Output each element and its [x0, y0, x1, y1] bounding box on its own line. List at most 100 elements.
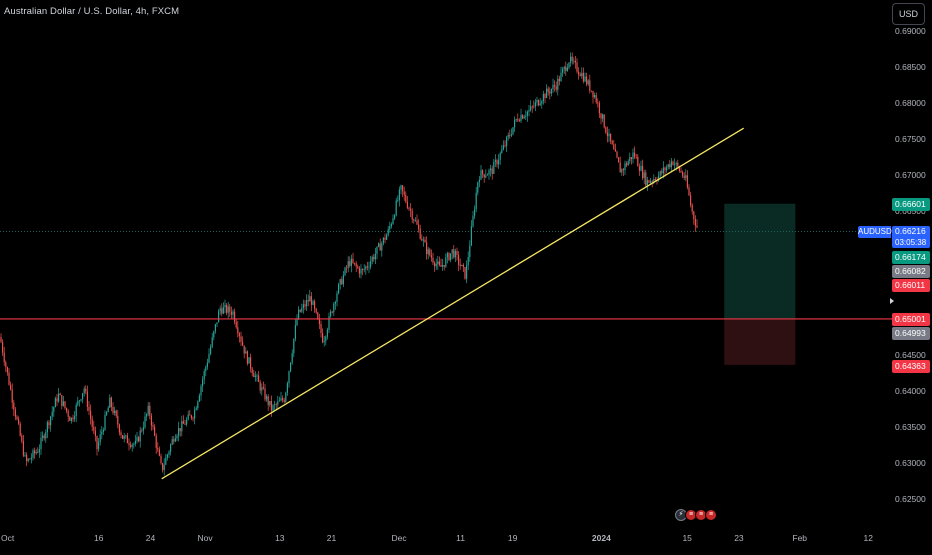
- candle: [179, 428, 181, 432]
- candle: [64, 401, 66, 408]
- flag-icon[interactable]: ≡: [705, 509, 717, 521]
- price-axis-tick: 0.64000: [895, 386, 926, 396]
- candle: [85, 388, 87, 392]
- candle: [99, 434, 101, 443]
- candle: [640, 165, 642, 171]
- candle: [491, 168, 493, 174]
- economic-events[interactable]: ⚡ ≡ ≡ ≡: [675, 509, 717, 523]
- candle: [149, 405, 151, 416]
- candle: [334, 301, 336, 304]
- candle: [128, 443, 130, 445]
- candle: [685, 175, 687, 178]
- candle: [461, 264, 463, 267]
- candle: [341, 279, 343, 285]
- candle: [35, 451, 37, 454]
- candle: [195, 408, 197, 410]
- candle: [445, 257, 447, 267]
- candle: [216, 322, 218, 325]
- candle: [597, 102, 599, 104]
- candle: [694, 219, 696, 226]
- candle: [229, 306, 231, 312]
- candle: [6, 366, 8, 373]
- candle: [645, 172, 647, 186]
- chart-title: Australian Dollar / U.S. Dollar, 4h, FXC…: [4, 6, 180, 17]
- candle: [46, 422, 48, 432]
- candle: [560, 72, 562, 82]
- candle: [659, 171, 661, 176]
- candle: [267, 396, 269, 405]
- candle: [78, 400, 80, 402]
- candle: [256, 375, 258, 377]
- price-tag-2: 0.66174: [892, 251, 930, 264]
- candle: [138, 437, 140, 442]
- candle: [574, 60, 576, 63]
- candle: [286, 383, 288, 393]
- candle: [432, 257, 434, 263]
- candle: [693, 211, 695, 220]
- candle: [573, 60, 575, 62]
- candle: [109, 397, 111, 408]
- candle: [475, 192, 477, 210]
- candle: [397, 200, 399, 201]
- candle: [208, 353, 210, 363]
- candle: [314, 301, 316, 309]
- candle: [230, 311, 232, 315]
- candle: [83, 388, 85, 394]
- scroll-right-arrow-icon[interactable]: [890, 298, 894, 304]
- candle: [283, 400, 285, 403]
- candle: [248, 357, 250, 364]
- candle: [520, 115, 522, 122]
- candle: [621, 169, 623, 173]
- candle: [507, 135, 509, 138]
- candle: [530, 106, 532, 111]
- candle: [339, 279, 341, 285]
- candle: [451, 249, 453, 254]
- candle: [251, 368, 253, 374]
- currency-button[interactable]: USD: [892, 3, 925, 25]
- candle: [600, 113, 602, 119]
- candle: [270, 400, 272, 411]
- trendline[interactable]: [161, 127, 745, 480]
- candle: [259, 381, 261, 391]
- candle: [549, 91, 551, 94]
- candle: [309, 296, 311, 302]
- loss-zone[interactable]: [724, 318, 796, 365]
- candle: [482, 170, 484, 175]
- candle: [682, 172, 684, 176]
- candle: [472, 215, 474, 227]
- candle: [456, 251, 458, 255]
- candle: [107, 407, 109, 413]
- candle: [318, 319, 320, 324]
- candle: [266, 396, 268, 400]
- candle: [326, 329, 328, 337]
- candle: [605, 127, 607, 133]
- candle: [280, 398, 282, 401]
- candle: [293, 338, 295, 354]
- flag-icon[interactable]: ≡: [685, 509, 697, 521]
- candle: [342, 275, 344, 285]
- time-axis-label: 11: [456, 533, 465, 543]
- candle: [389, 226, 391, 230]
- time-axis-label: 2024: [592, 533, 611, 543]
- candle: [253, 373, 255, 378]
- profit-zone[interactable]: [724, 203, 796, 319]
- candle: [62, 401, 64, 406]
- candle: [157, 447, 159, 450]
- candle: [408, 207, 410, 209]
- candle: [165, 457, 167, 465]
- candle: [442, 265, 444, 267]
- candle: [344, 267, 346, 276]
- candle: [141, 430, 143, 432]
- candle: [134, 440, 136, 444]
- candle: [544, 93, 546, 99]
- time-axis-label: 21: [327, 533, 337, 543]
- candle: [398, 189, 400, 201]
- candle: [146, 414, 148, 417]
- candle: [299, 309, 301, 312]
- candle: [5, 362, 7, 367]
- candle: [413, 219, 415, 221]
- candle: [496, 160, 498, 165]
- time-axis-label: Nov: [197, 533, 213, 543]
